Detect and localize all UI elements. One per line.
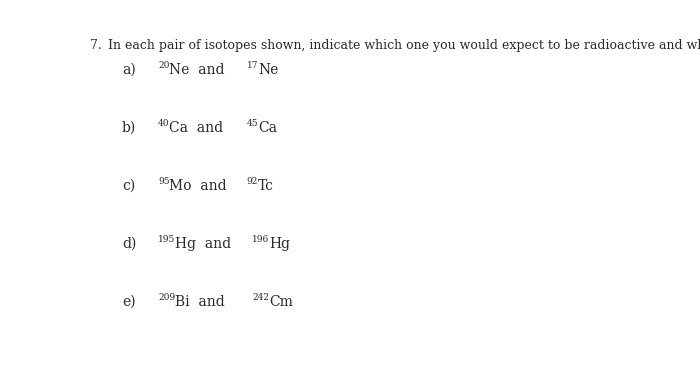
Text: Mo  and: Mo and: [169, 179, 236, 193]
Text: 20: 20: [158, 61, 169, 70]
Text: Ca: Ca: [258, 121, 277, 135]
Text: 92: 92: [246, 177, 258, 186]
Text: 45: 45: [246, 119, 258, 128]
Text: b): b): [122, 121, 136, 135]
Text: Tc: Tc: [258, 179, 274, 193]
Text: 242: 242: [252, 293, 270, 302]
Text: Ca  and: Ca and: [169, 121, 232, 135]
Text: 196: 196: [252, 235, 270, 244]
Text: 95: 95: [158, 177, 169, 186]
Text: c): c): [122, 179, 135, 193]
Text: e): e): [122, 295, 136, 309]
Text: 195: 195: [158, 235, 176, 244]
Text: Hg  and: Hg and: [175, 237, 239, 251]
Text: 209: 209: [158, 293, 175, 302]
Text: Ne: Ne: [258, 63, 279, 77]
Text: Ne  and: Ne and: [169, 63, 233, 77]
Text: Cm: Cm: [269, 295, 293, 309]
Text: 17: 17: [246, 61, 258, 70]
Text: 40: 40: [158, 119, 169, 128]
Text: d): d): [122, 237, 136, 251]
Text: Hg: Hg: [269, 237, 290, 251]
Text: a): a): [122, 63, 136, 77]
Text: Bi  and: Bi and: [175, 295, 233, 309]
Text: In each pair of isotopes shown, indicate which one you would expect to be radioa: In each pair of isotopes shown, indicate…: [108, 39, 700, 52]
Text: 7.: 7.: [90, 39, 101, 52]
